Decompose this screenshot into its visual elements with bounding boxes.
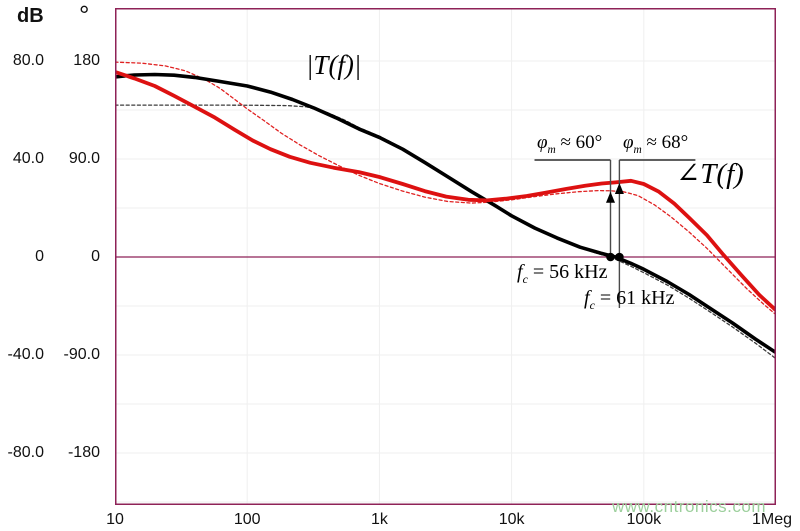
freq-tick-label: 100k bbox=[626, 511, 662, 528]
phase-model-curve bbox=[115, 61, 776, 316]
pm1-arrow-icon bbox=[606, 191, 615, 203]
freq-tick-label: 1k bbox=[370, 511, 388, 528]
phase-margin-label-1: φm ≈ 60° bbox=[537, 132, 603, 156]
deg-tick-label: -90.0 bbox=[63, 346, 100, 363]
deg-tick-label: 180 bbox=[73, 52, 100, 69]
watermark: www.cntronics.com bbox=[612, 497, 766, 516]
deg-tick-label: -180 bbox=[67, 444, 100, 461]
deg-tick-label: 0 bbox=[91, 248, 100, 265]
freq-tick-label: 1Meg bbox=[751, 511, 793, 528]
phase-curve-label: ∠T(f) bbox=[676, 158, 744, 190]
freq-tick-label: 10k bbox=[498, 511, 525, 528]
db-axis-unit: dB bbox=[17, 5, 44, 27]
phase-measured-curve bbox=[115, 70, 776, 313]
pm2-arrow-icon bbox=[614, 183, 624, 194]
plot-frame bbox=[115, 8, 776, 505]
db-tick-label: 80.0 bbox=[12, 52, 44, 69]
gain-measured-curve bbox=[115, 72, 776, 355]
crossover-marker-1 bbox=[606, 252, 615, 262]
db-tick-label: 40.0 bbox=[12, 150, 44, 167]
crossover-marker-2 bbox=[615, 252, 624, 262]
deg-axis-unit: ° bbox=[79, 0, 90, 30]
freq-tick-label: 100 bbox=[233, 511, 261, 528]
freq-tick-label: 10 bbox=[106, 511, 124, 528]
deg-tick-label: 90.0 bbox=[68, 150, 100, 167]
db-tick-label: -80.0 bbox=[7, 444, 44, 461]
plot-area bbox=[115, 8, 776, 505]
db-tick-label: 0 bbox=[35, 248, 44, 265]
db-tick-label: -40.0 bbox=[7, 346, 44, 363]
crossover-freq-label-2: fc = 61 kHz bbox=[584, 287, 675, 312]
phase-margin-label-2: φm ≈ 68° bbox=[623, 132, 689, 156]
gain-curve-label: |T(f)| bbox=[306, 50, 362, 80]
crossover-freq-label-1: fc = 56 kHz bbox=[517, 261, 608, 286]
